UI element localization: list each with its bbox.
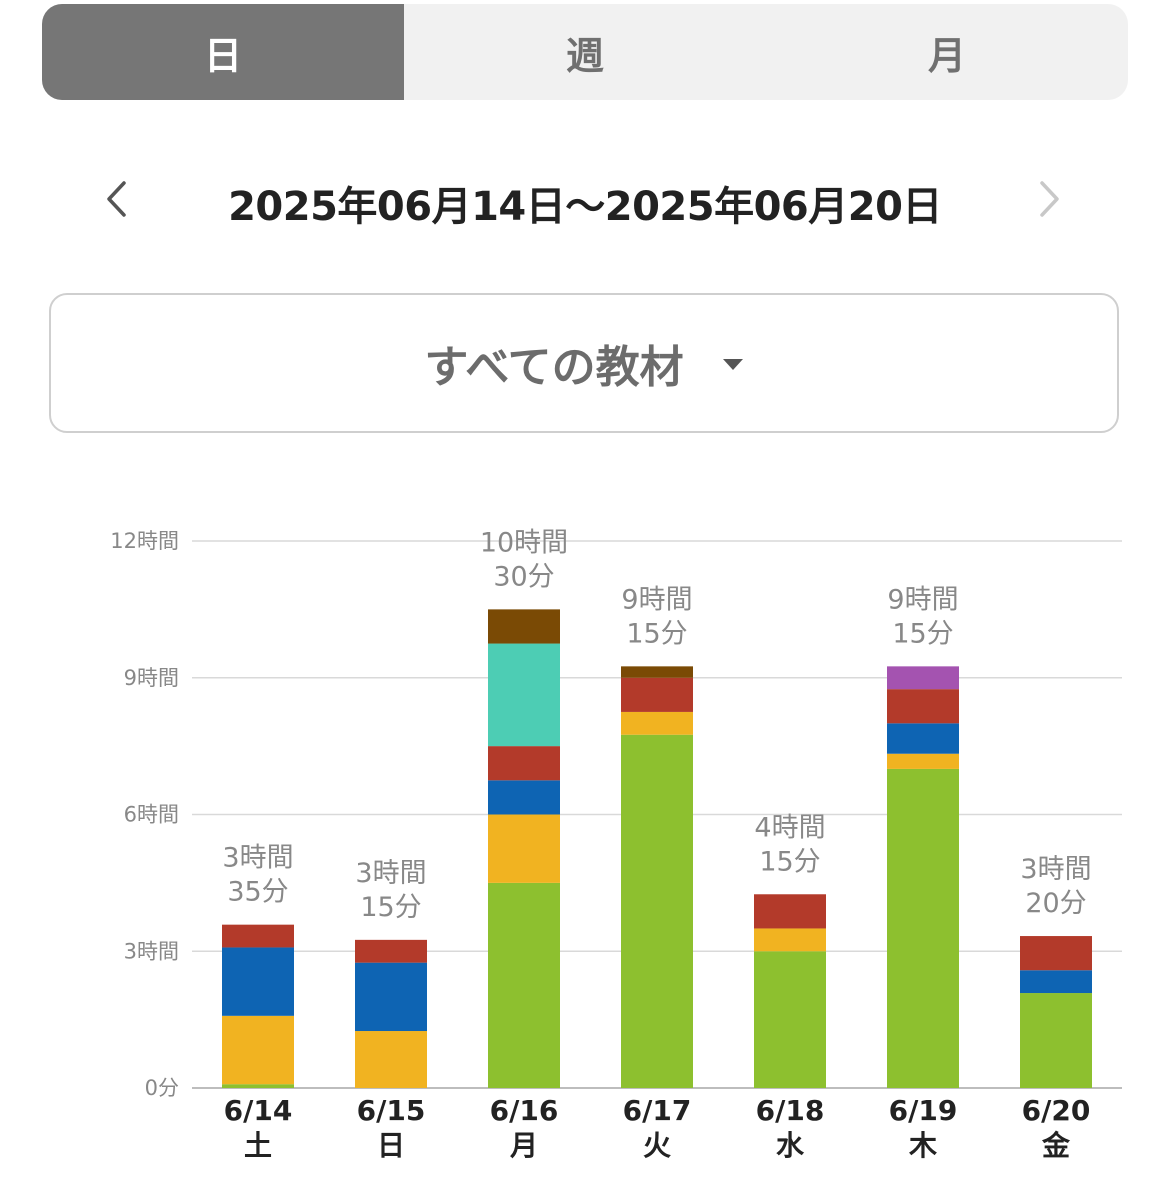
material-filter-label: すべての教材 — [424, 342, 684, 393]
study-time-chart: 0分3時間6時間9時間12時間3時間35分6/14土3時間15分6/15日10時… — [110, 527, 1122, 1162]
tab-month[interactable]: 月 — [927, 33, 966, 78]
total-label: 30分 — [493, 561, 554, 592]
bar-segment — [621, 734, 693, 1088]
chevron-left-icon — [107, 181, 126, 217]
x-tick-label: 6/17 — [623, 1094, 692, 1127]
weekday-label: 日 — [377, 1129, 405, 1162]
bar-segment — [222, 1084, 294, 1088]
bar-segment — [887, 768, 959, 1088]
tab-week[interactable]: 週 — [565, 33, 604, 78]
weekday-label: 月 — [509, 1129, 538, 1162]
bar-segment — [488, 609, 560, 644]
total-label: 9時間 — [887, 584, 958, 615]
weekday-label: 土 — [244, 1129, 272, 1162]
material-filter-dropdown[interactable]: すべての教材 — [49, 293, 1119, 433]
x-tick-label: 6/15 — [357, 1094, 426, 1127]
y-tick-label: 12時間 — [110, 529, 179, 553]
y-tick-label: 9時間 — [124, 666, 179, 690]
bar-segment — [754, 894, 826, 929]
x-tick-label: 6/16 — [490, 1094, 559, 1127]
bar-segment — [222, 1015, 294, 1085]
weekday-label: 木 — [908, 1129, 937, 1162]
date-navigator: 2025年06月14日〜2025年06月20日 — [0, 160, 1170, 240]
bar-segment — [887, 723, 959, 754]
x-tick-label: 6/14 — [224, 1094, 293, 1127]
bar-segment — [222, 947, 294, 1016]
next-period-button[interactable] — [1030, 174, 1070, 224]
total-label: 15分 — [626, 618, 687, 649]
bar-segment — [488, 814, 560, 883]
total-label: 15分 — [759, 846, 820, 877]
bar-segment — [1020, 970, 1092, 994]
bar-segment — [355, 962, 427, 1032]
total-label: 10時間 — [480, 527, 568, 558]
weekday-label: 火 — [643, 1129, 671, 1162]
total-label: 15分 — [892, 618, 953, 649]
total-label: 15分 — [360, 892, 421, 923]
y-tick-label: 0分 — [145, 1076, 179, 1100]
total-label: 35分 — [227, 877, 288, 908]
total-label: 20分 — [1025, 888, 1086, 919]
bar-segment — [488, 643, 560, 747]
bar-segment — [488, 882, 560, 1088]
x-tick-label: 6/18 — [756, 1094, 825, 1127]
prev-period-button[interactable] — [96, 174, 136, 224]
total-label: 9時間 — [621, 584, 692, 615]
bar-segment — [887, 666, 959, 690]
y-tick-label: 6時間 — [124, 803, 179, 827]
x-tick-label: 6/20 — [1022, 1094, 1091, 1127]
total-label: 3時間 — [1020, 854, 1091, 885]
bar-segment — [887, 689, 959, 724]
x-tick-label: 6/19 — [889, 1094, 958, 1127]
bar-segment — [1020, 936, 1092, 971]
bar-segment — [355, 1031, 427, 1088]
bar-segment — [488, 780, 560, 815]
bar-segment — [621, 666, 693, 678]
bar-segment — [222, 924, 294, 948]
weekday-label: 金 — [1041, 1129, 1071, 1162]
date-range-label: 2025年06月14日〜2025年06月20日 — [228, 184, 942, 230]
bar-segment — [887, 753, 959, 769]
bar-segment — [621, 677, 693, 712]
tab-day[interactable]: 日 — [42, 4, 404, 100]
bar-segment — [1020, 993, 1092, 1088]
weekday-label: 水 — [776, 1129, 805, 1162]
total-label: 4時間 — [754, 812, 825, 843]
caret-down-icon — [722, 359, 743, 370]
total-label: 3時間 — [222, 843, 293, 874]
y-tick-label: 3時間 — [124, 939, 179, 963]
total-label: 3時間 — [355, 858, 426, 889]
bar-segment — [621, 711, 693, 735]
bar-segment — [754, 951, 826, 1088]
period-segmented-control: 日 週 月 — [42, 4, 1128, 100]
chevron-right-icon — [1040, 181, 1059, 217]
bar-segment — [754, 928, 826, 952]
bar-segment — [488, 746, 560, 781]
bar-segment — [355, 939, 427, 963]
